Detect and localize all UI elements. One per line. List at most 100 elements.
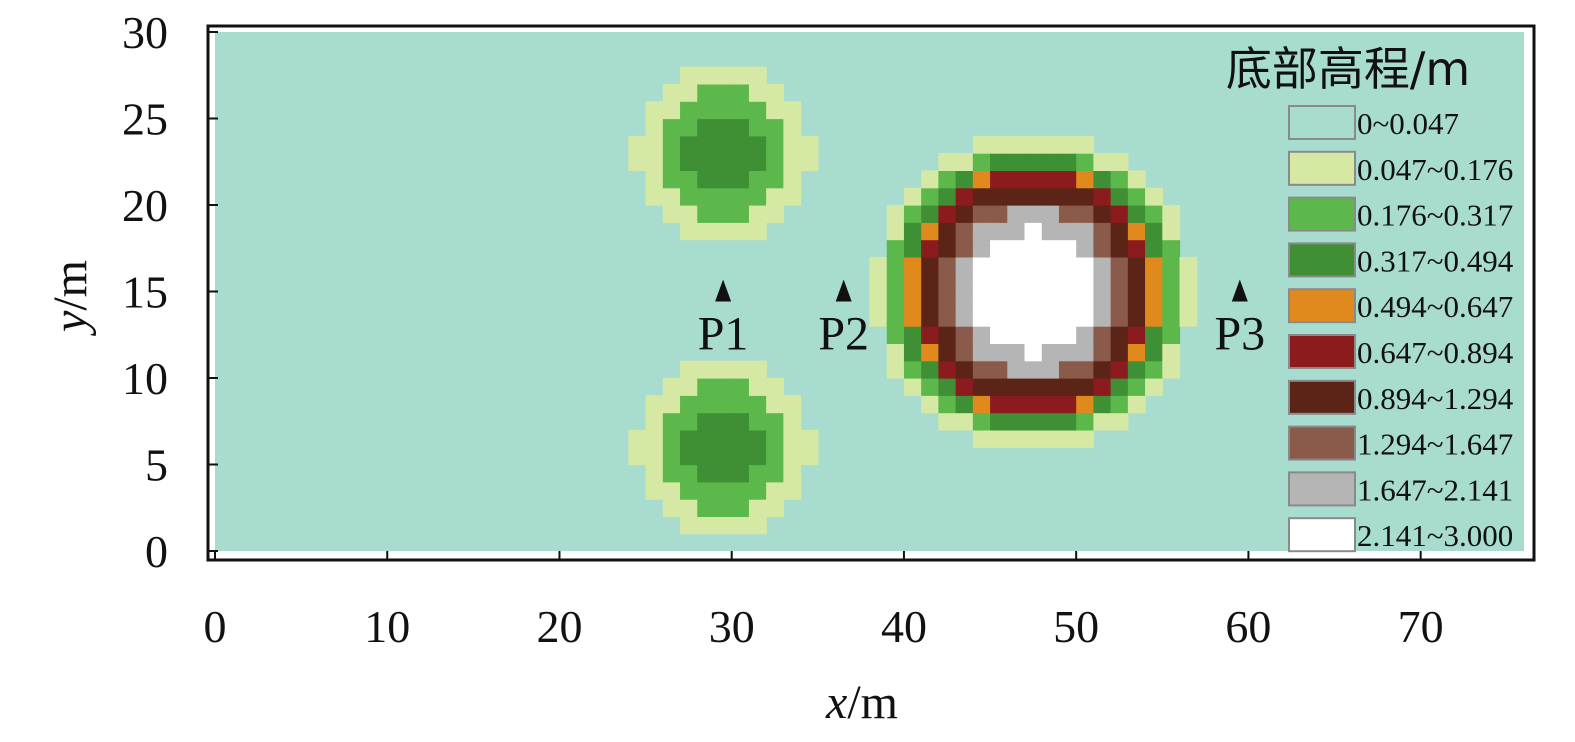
heatmap-cell: [680, 499, 698, 517]
heatmap-cell: [921, 256, 939, 275]
heatmap-cell: [731, 378, 750, 396]
y-tick-label: 25: [122, 94, 168, 145]
heatmap-cell: [990, 222, 1008, 241]
heatmap-cell: [938, 308, 957, 327]
heatmap-cell: [1110, 412, 1129, 431]
heatmap-cell: [1007, 395, 1026, 414]
heatmap-cell: [680, 516, 698, 535]
heatmap-cell: [1127, 274, 1146, 293]
heatmap-cell: [1093, 291, 1112, 310]
y-axis-ticks: 0 5 10 15 20 25 30: [122, 7, 218, 577]
heatmap-cell: [1024, 256, 1043, 275]
heatmap-cell: [680, 170, 698, 189]
heatmap-cell: [697, 481, 716, 500]
legend-label: 0.894~1.294: [1357, 381, 1514, 416]
heatmap-cell: [697, 499, 716, 517]
heatmap-cell: [955, 395, 974, 414]
heatmap-cell: [990, 274, 1008, 293]
heatmap-cell: [1110, 205, 1129, 223]
x-tick-label: 60: [1225, 601, 1271, 652]
heatmap-cell: [1093, 170, 1112, 189]
heatmap-cell: [869, 256, 888, 275]
heatmap-cell: [1007, 205, 1026, 223]
heatmap-cell: [714, 118, 733, 137]
heatmap-cell: [714, 360, 733, 379]
heatmap-cell: [1076, 205, 1095, 223]
heatmap-cell: [783, 429, 802, 448]
heatmap-cell: [903, 205, 922, 223]
heatmap-cell: [1127, 326, 1146, 344]
heatmap-cell: [972, 239, 991, 258]
heatmap-cell: [972, 291, 991, 310]
heatmap-cell: [903, 291, 922, 310]
heatmap-cell: [1058, 274, 1077, 293]
heatmap-cell: [1145, 187, 1163, 206]
heatmap-cell: [1179, 274, 1198, 293]
heatmap-cell: [697, 378, 716, 396]
heatmap-cell: [921, 291, 939, 310]
heatmap-cell: [990, 429, 1008, 448]
heatmap-cell: [714, 412, 733, 431]
heatmap-cell: [766, 429, 784, 448]
heatmap-cell: [748, 153, 767, 171]
heatmap-cell: [903, 308, 922, 327]
heatmap-cell: [1058, 135, 1077, 154]
heatmap-cell: [1024, 187, 1043, 206]
heatmap-cell: [662, 153, 681, 171]
heatmap-cell: [1041, 187, 1060, 206]
heatmap-cell: [990, 256, 1008, 275]
legend: 底部高程/m 0~0.047 0.047~0.176 0.176~0.317 0.31…: [1226, 42, 1514, 553]
heatmap-cell: [731, 118, 750, 137]
heatmap-cell: [955, 378, 974, 396]
heatmap-cell: [1093, 308, 1112, 327]
heatmap-cell: [748, 135, 767, 154]
heatmap-cell: [972, 135, 991, 154]
heatmap-cell: [714, 447, 733, 466]
legend-label: 0~0.047: [1357, 106, 1459, 141]
heatmap-cell: [748, 516, 767, 535]
heatmap-cell: [972, 360, 991, 379]
legend-label: 1.294~1.647: [1357, 427, 1513, 462]
heatmap-cell: [1127, 360, 1146, 379]
heatmap-cell: [1127, 378, 1146, 396]
heatmap-cell: [1110, 274, 1129, 293]
heatmap-cell: [766, 135, 784, 154]
heatmap-cell: [645, 135, 664, 154]
heatmap-cell: [972, 256, 991, 275]
heatmap-cell: [1127, 395, 1146, 414]
heatmap-cell: [1179, 308, 1198, 327]
heatmap-cell: [1024, 360, 1043, 379]
heatmap-cell: [1093, 187, 1112, 206]
heatmap-cell: [1076, 343, 1095, 362]
heatmap-cell: [1007, 256, 1026, 275]
heatmap-cell: [748, 66, 767, 85]
heatmap-cell: [714, 395, 733, 414]
legend-label: 0.494~0.647: [1357, 289, 1513, 324]
heatmap-cell: [748, 222, 767, 241]
heatmap-cell: [714, 464, 733, 483]
heatmap-cell: [1024, 395, 1043, 414]
heatmap-cell: [972, 395, 991, 414]
heatmap-cell: [1058, 153, 1077, 171]
probe-label: P3: [1214, 308, 1265, 361]
heatmap-cell: [990, 326, 1008, 344]
heatmap-cell: [1145, 256, 1163, 275]
heatmap-cell: [972, 378, 991, 396]
heatmap-cell: [972, 222, 991, 241]
heatmap-cell: [680, 66, 698, 85]
heatmap-cell: [1076, 360, 1095, 379]
heatmap-cell: [1058, 378, 1077, 396]
heatmap-cell: [645, 395, 664, 414]
heatmap-cell: [955, 412, 974, 431]
heatmap-cell: [766, 481, 784, 500]
heatmap-cell: [1093, 274, 1112, 293]
heatmap-cell: [1127, 239, 1146, 258]
heatmap-cell: [1076, 135, 1095, 154]
heatmap-cell: [886, 222, 905, 241]
heatmap-cell: [938, 291, 957, 310]
heatmap-cell: [680, 464, 698, 483]
heatmap-cell: [1162, 205, 1181, 223]
heatmap-cell: [886, 239, 905, 258]
heatmap-cell: [903, 239, 922, 258]
heatmap-cell: [990, 170, 1008, 189]
